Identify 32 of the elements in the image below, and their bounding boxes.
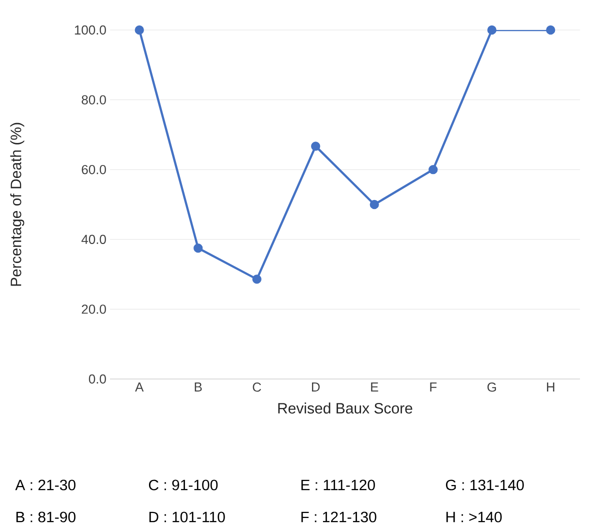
text: G : 131-140 <box>446 480 524 490</box>
text: B : 81-90 <box>16 512 76 522</box>
x-axis-title: Revised Baux Score <box>278 402 412 414</box>
text: E : 111-120 <box>301 480 375 490</box>
point <box>428 165 438 174</box>
text: H : >140 <box>446 512 502 522</box>
x-tick-label: H <box>546 382 554 392</box>
point <box>311 142 320 151</box>
x-tick-label: A <box>135 382 144 392</box>
y-tick-label: 20.0 <box>82 304 106 314</box>
x-tick-label: F <box>430 382 437 392</box>
point <box>487 25 496 35</box>
y-tick-label: 80.0 <box>82 95 106 104</box>
text: D : 101-110 <box>149 512 225 522</box>
y-tick-label: 100.0 <box>74 25 106 35</box>
point <box>194 244 203 253</box>
x-tick-label: G <box>487 382 496 392</box>
text: F : 121-130 <box>301 512 376 522</box>
point <box>370 200 379 210</box>
y-axis-title: Percentage of Death (%) <box>10 122 24 286</box>
text: C : 91-100 <box>148 480 218 490</box>
y-tick-label: 60.0 <box>82 164 106 174</box>
y-tick-label: 40.0 <box>81 234 106 244</box>
point <box>546 25 556 35</box>
y-tick-label: 0.0 <box>88 374 106 384</box>
point <box>134 25 144 35</box>
x-tick-label: C <box>252 382 262 392</box>
x-tick-label: D <box>312 382 320 392</box>
x-tick-label: E <box>371 382 378 392</box>
text: A : 21-30 <box>15 480 76 490</box>
x-tick-label: B <box>194 382 202 392</box>
point <box>252 274 262 284</box>
